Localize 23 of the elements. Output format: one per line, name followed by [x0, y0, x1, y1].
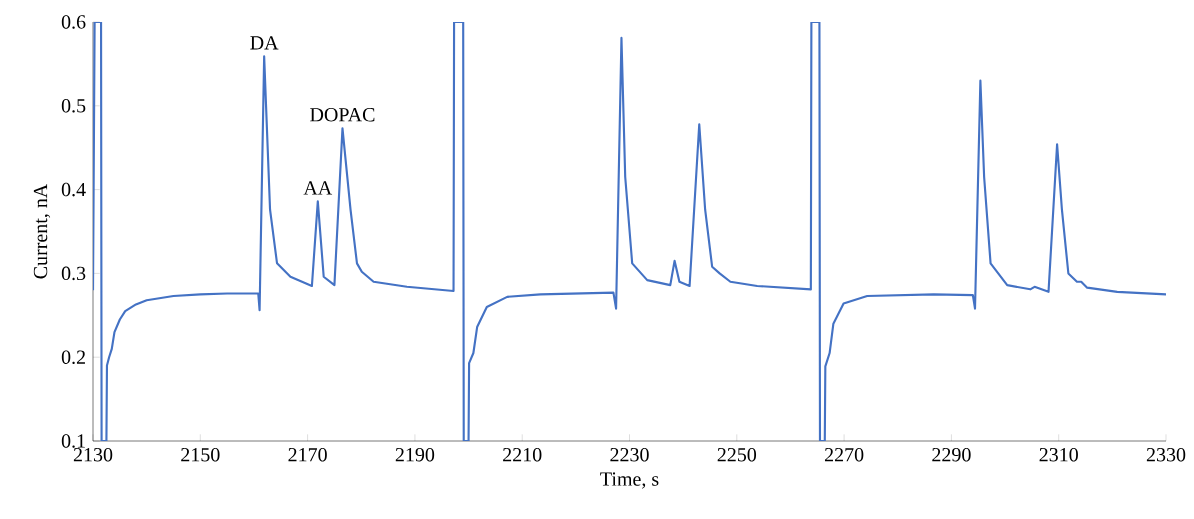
x-tick-label: 2310 [1039, 447, 1078, 462]
annotation: DA [250, 36, 279, 50]
x-tick-label: 2330 [1146, 447, 1186, 462]
x-tick-label: 2290 [932, 447, 971, 462]
x-tick-label: 2150 [181, 447, 220, 462]
y-tick-label: 0.3 [61, 266, 86, 281]
x-tick-label: 2210 [503, 447, 542, 462]
y-axis-title: Current, nA [33, 183, 51, 279]
line-series [93, 22, 1167, 441]
y-tick-label: 0.2 [61, 350, 85, 364]
annotation: AA [303, 181, 333, 195]
annotation: DOPAC [310, 108, 375, 122]
x-tick-label: 2230 [610, 447, 649, 462]
x-tick-label: 2170 [288, 447, 327, 462]
y-tick-label: 0.1 [61, 434, 85, 448]
y-tick-label: 0.6 [61, 15, 86, 29]
x-tick-label: 2270 [824, 447, 864, 462]
x-tick-label: 2190 [395, 447, 435, 462]
y-tick-label: 0.4 [61, 182, 86, 197]
x-axis-title: Time, s [600, 472, 659, 489]
y-tick-label: 0.5 [61, 99, 86, 113]
x-tick-label: 2250 [717, 447, 757, 462]
x-tick-label: 2130 [73, 447, 113, 462]
